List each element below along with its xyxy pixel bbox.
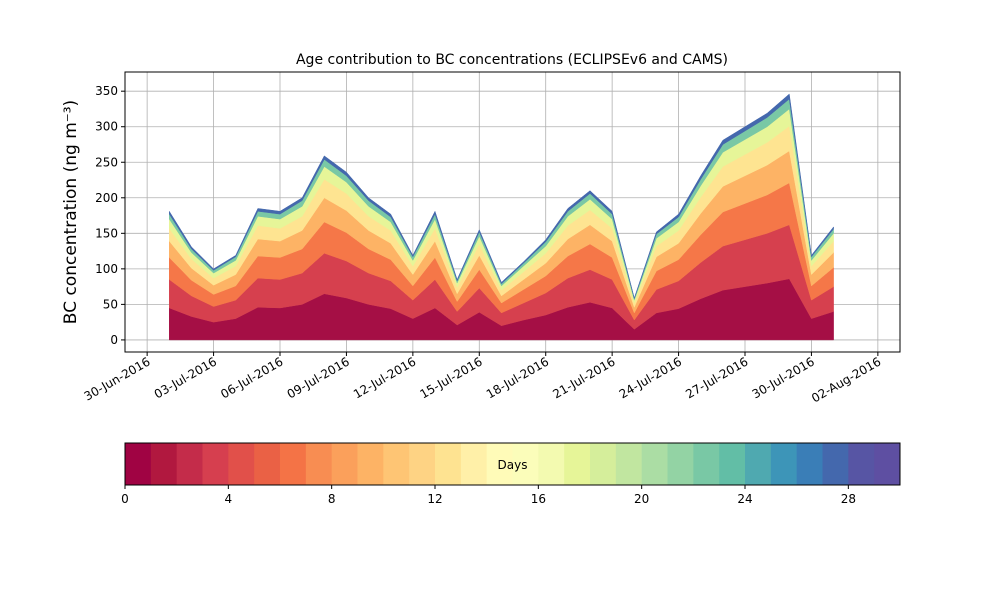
y-tick-label: 300 [95, 120, 118, 134]
x-tick-label: 21-Jul-2016 [550, 354, 617, 401]
x-tick-label: 15-Jul-2016 [417, 354, 484, 401]
colorbar-cell [460, 443, 488, 485]
area-layer [169, 93, 834, 300]
colorbar-cell [822, 443, 849, 485]
colorbar-cell [280, 443, 307, 485]
colorbar-cell [150, 443, 178, 485]
colorbar-cell [435, 443, 462, 485]
colorbar-tick-label: 16 [531, 492, 546, 506]
colorbar-tick-label: 12 [427, 492, 442, 506]
colorbar-cell [125, 443, 152, 485]
colorbar-cell [796, 443, 823, 485]
colorbar-cell [331, 443, 358, 485]
y-tick-label: 200 [95, 191, 118, 205]
x-tick-label: 03-Jul-2016 [152, 354, 219, 401]
colorbar-cell [693, 443, 720, 485]
colorbar-tick-label: 8 [328, 492, 336, 506]
y-tick-label: 350 [95, 84, 118, 98]
colorbar-tick-label: 20 [634, 492, 649, 506]
colorbar-cell [874, 443, 901, 485]
colorbar-cell [176, 443, 203, 485]
colorbar-cell [590, 443, 617, 485]
y-tick-label: 250 [95, 155, 118, 169]
x-tick-label: 06-Jul-2016 [218, 354, 285, 401]
colorbar-cell [538, 443, 565, 485]
y-tick-label: 50 [103, 297, 118, 311]
x-tick-label: 24-Jul-2016 [617, 354, 684, 401]
chart-title: Age contribution to BC concentrations (E… [296, 52, 728, 68]
colorbar-cell [641, 443, 668, 485]
colorbar-cell [254, 443, 281, 485]
y-tick-label: 0 [110, 333, 118, 347]
colorbar-cell [745, 443, 772, 485]
colorbar-cell [667, 443, 694, 485]
x-tick-label: 12-Jul-2016 [351, 354, 418, 401]
colorbar-cell [202, 443, 229, 485]
colorbar-cell [228, 443, 255, 485]
x-tick-label: 18-Jul-2016 [484, 354, 551, 401]
colorbar-cell [719, 443, 746, 485]
colorbar-cell [770, 443, 798, 485]
colorbar-label: Days [498, 458, 528, 472]
colorbar-cell [486, 443, 513, 485]
colorbar-cell [615, 443, 643, 485]
colorbar-cell [564, 443, 591, 485]
x-tick-label: 30-Jul-2016 [750, 354, 817, 401]
colorbar-cell [383, 443, 410, 485]
colorbar-cell [409, 443, 436, 485]
x-tick-label: 27-Jul-2016 [683, 354, 750, 401]
colorbar-tick-label: 0 [121, 492, 129, 506]
y-tick-label: 100 [95, 262, 118, 276]
colorbar-cell [305, 443, 333, 485]
colorbar-frame [124, 442, 901, 486]
x-tick-label: 30-Jun-2016 [82, 354, 153, 403]
y-axis-label: BC concentration (ng m⁻³) [61, 100, 81, 324]
colorbar-cell [512, 443, 539, 485]
colorbar-cell [848, 443, 875, 485]
colorbar-tick-label: 24 [737, 492, 752, 506]
x-tick-label: 02-Aug-2016 [809, 354, 883, 405]
colorbar-tick-label: 4 [225, 492, 233, 506]
colorbar-tick-label: 28 [841, 492, 856, 506]
x-tick-label: 09-Jul-2016 [285, 354, 352, 401]
y-tick-label: 150 [95, 226, 118, 240]
colorbar-cell [357, 443, 384, 485]
plot-frame [124, 71, 901, 353]
